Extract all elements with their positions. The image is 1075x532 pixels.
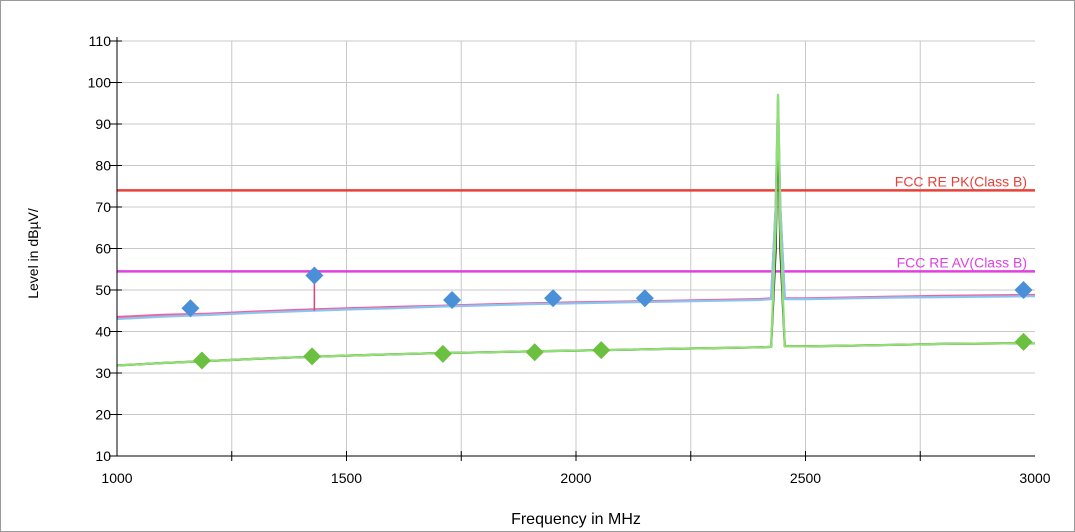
series-line (116, 93, 1036, 321)
y-tick-label: 20 (95, 407, 111, 423)
y-tick-label: 110 (89, 33, 112, 49)
x-axis-title: Frequency in MHz (511, 511, 641, 528)
data-point-marker (592, 341, 611, 360)
data-point-marker (1014, 332, 1033, 351)
y-tick-label: 50 (95, 282, 111, 298)
data-point-marker (181, 299, 200, 318)
y-tick-label: 10 (95, 448, 111, 464)
data-point-marker (192, 351, 211, 370)
limit-line-label: FCC RE PK(Class B) (895, 173, 1027, 189)
x-tick-label: 1000 (101, 470, 132, 486)
y-tick-label: 100 (88, 75, 112, 91)
data-point-marker (303, 347, 322, 366)
x-tick-label: 2500 (790, 470, 821, 486)
data-point-marker (635, 289, 654, 308)
x-tick-label: 2000 (560, 470, 591, 486)
y-tick-label: 90 (95, 116, 111, 132)
data-point-marker (305, 266, 324, 285)
data-point-marker (544, 289, 563, 308)
data-point-marker (525, 343, 544, 362)
data-point-marker (433, 344, 452, 363)
x-tick-label: 1500 (331, 470, 362, 486)
grid (117, 40, 1035, 456)
y-tick-label: 60 (95, 241, 111, 257)
y-axis-title: Level in dBµV/ (25, 208, 41, 299)
y-tick-label: 30 (95, 365, 111, 381)
data-point-marker (443, 290, 462, 309)
axes: 10 20 30 40 50 60 70 80 90 100 110 1000 1500 2000 2500… (88, 33, 1051, 486)
limit-line-label: FCC RE AV(Class B) (897, 254, 1027, 270)
x-tick-label: 3000 (1019, 470, 1050, 486)
data-point-marker (1014, 281, 1033, 299)
y-tick-label: 40 (95, 324, 111, 340)
y-tick-label: 80 (95, 158, 111, 174)
limit-lines: FCC RE PK(Class B) FCC RE AV(Class B) (117, 173, 1035, 273)
y-tick-label: 70 (95, 199, 111, 215)
markers (181, 266, 1033, 370)
